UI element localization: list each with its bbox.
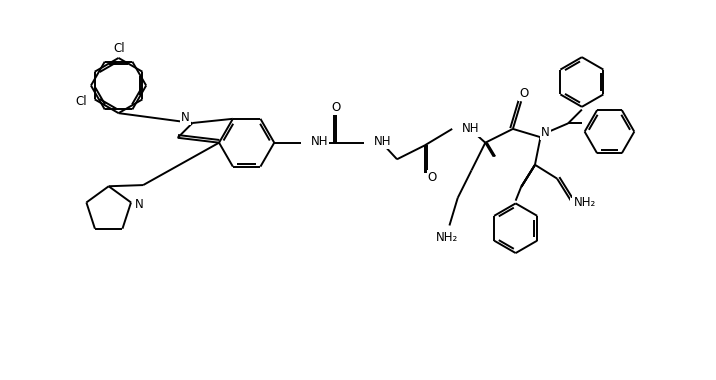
Text: NH₂: NH₂ — [574, 196, 596, 209]
Text: O: O — [428, 171, 437, 184]
Text: N: N — [181, 111, 190, 124]
Text: Cl: Cl — [75, 95, 87, 108]
Text: N: N — [541, 126, 550, 139]
Text: NH: NH — [311, 135, 328, 148]
Text: NH₂: NH₂ — [436, 231, 458, 244]
Text: NH: NH — [374, 135, 391, 148]
Text: Cl: Cl — [114, 41, 125, 55]
Text: O: O — [332, 101, 341, 114]
Text: O: O — [571, 199, 581, 212]
Text: N: N — [135, 198, 143, 211]
Text: NH: NH — [462, 122, 480, 135]
Text: O: O — [520, 87, 528, 100]
